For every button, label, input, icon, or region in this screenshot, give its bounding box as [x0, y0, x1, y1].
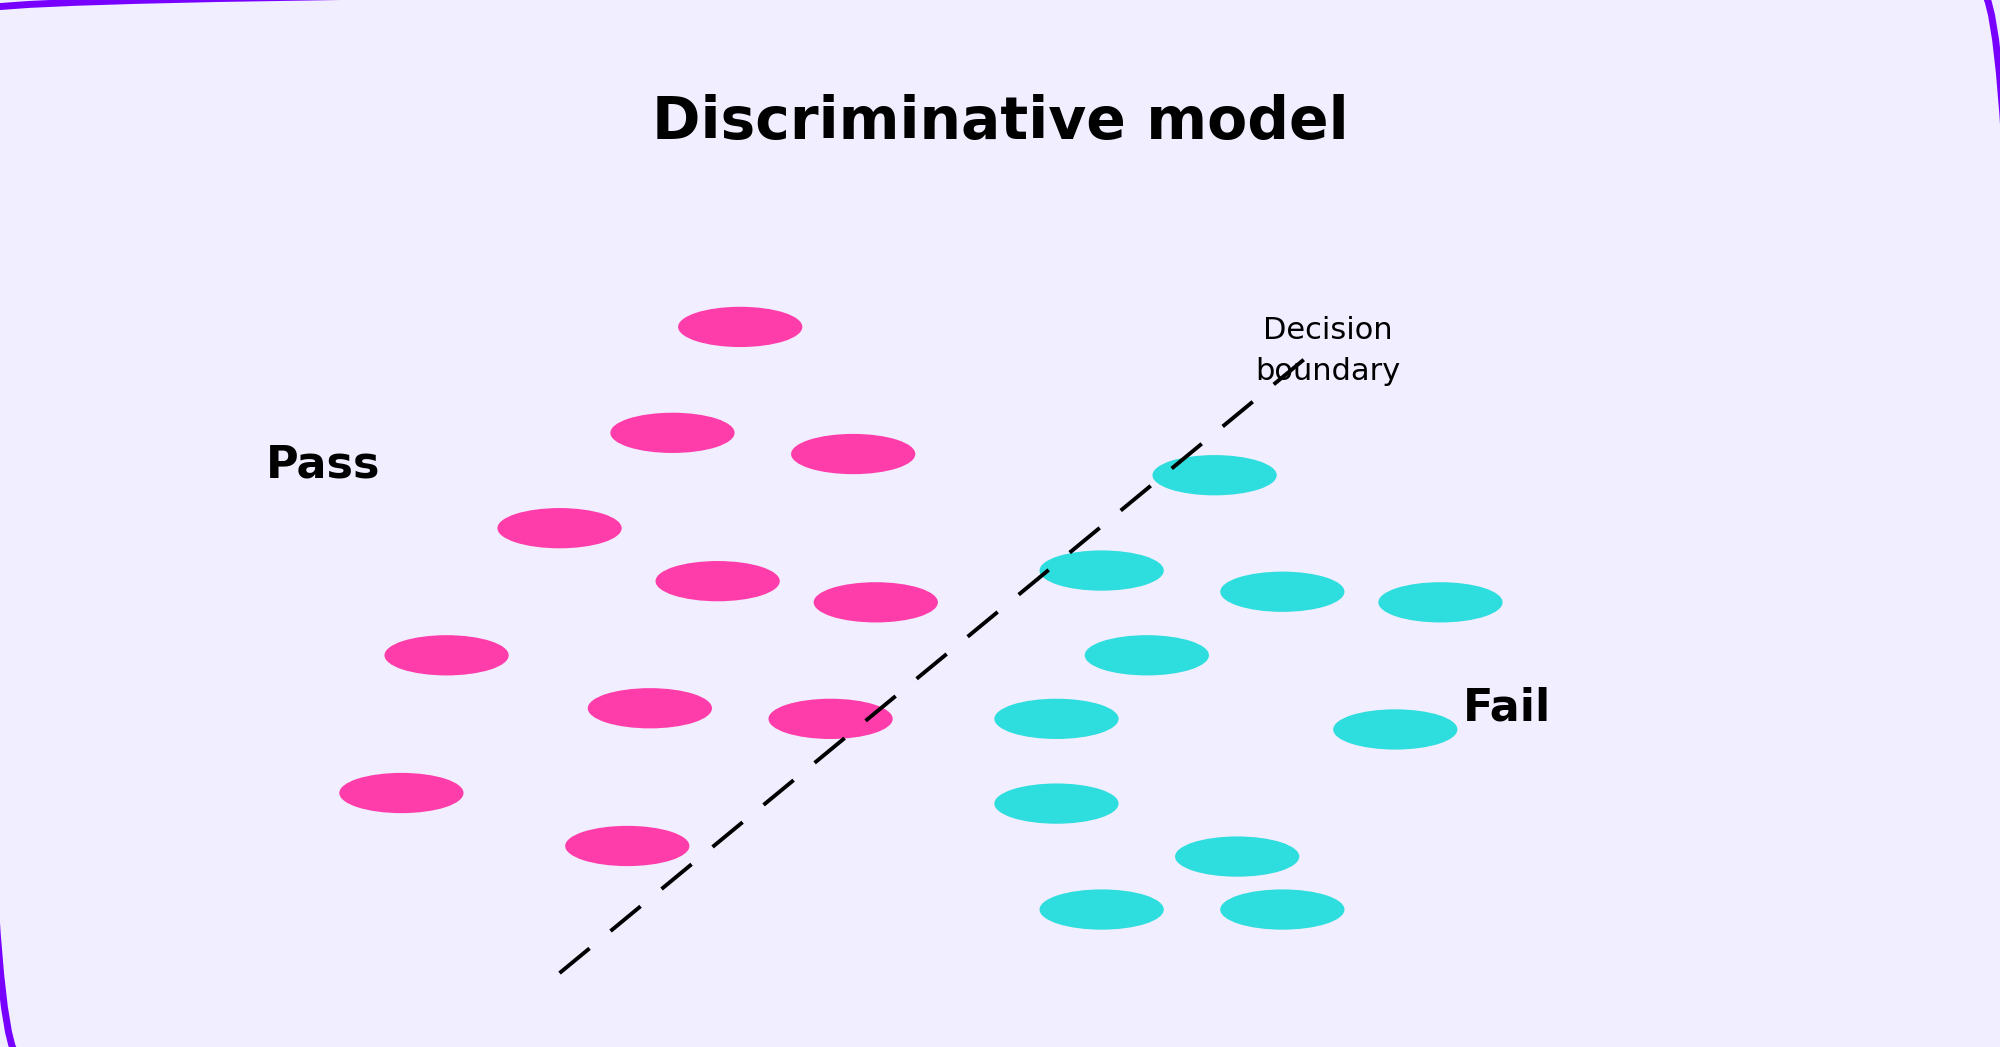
Text: Pass: Pass — [266, 443, 380, 486]
Ellipse shape — [1176, 837, 1300, 876]
Ellipse shape — [1040, 889, 1164, 930]
Ellipse shape — [1378, 582, 1502, 623]
Ellipse shape — [656, 561, 780, 601]
Ellipse shape — [1220, 572, 1344, 611]
Ellipse shape — [566, 826, 690, 866]
Ellipse shape — [588, 688, 712, 729]
Ellipse shape — [768, 698, 892, 739]
Ellipse shape — [610, 413, 734, 453]
Ellipse shape — [994, 783, 1118, 824]
Ellipse shape — [994, 698, 1118, 739]
Ellipse shape — [498, 508, 622, 549]
Ellipse shape — [1040, 551, 1164, 591]
Ellipse shape — [384, 636, 508, 675]
Ellipse shape — [814, 582, 938, 623]
Ellipse shape — [1084, 636, 1208, 675]
Ellipse shape — [1220, 889, 1344, 930]
Text: Decision
boundary: Decision boundary — [1254, 316, 1400, 385]
Text: Discriminative model: Discriminative model — [652, 94, 1348, 151]
Ellipse shape — [1152, 455, 1276, 495]
Ellipse shape — [1334, 709, 1458, 750]
Ellipse shape — [678, 307, 802, 347]
Text: Fail: Fail — [1464, 687, 1552, 730]
Ellipse shape — [792, 433, 916, 474]
Ellipse shape — [340, 773, 464, 814]
